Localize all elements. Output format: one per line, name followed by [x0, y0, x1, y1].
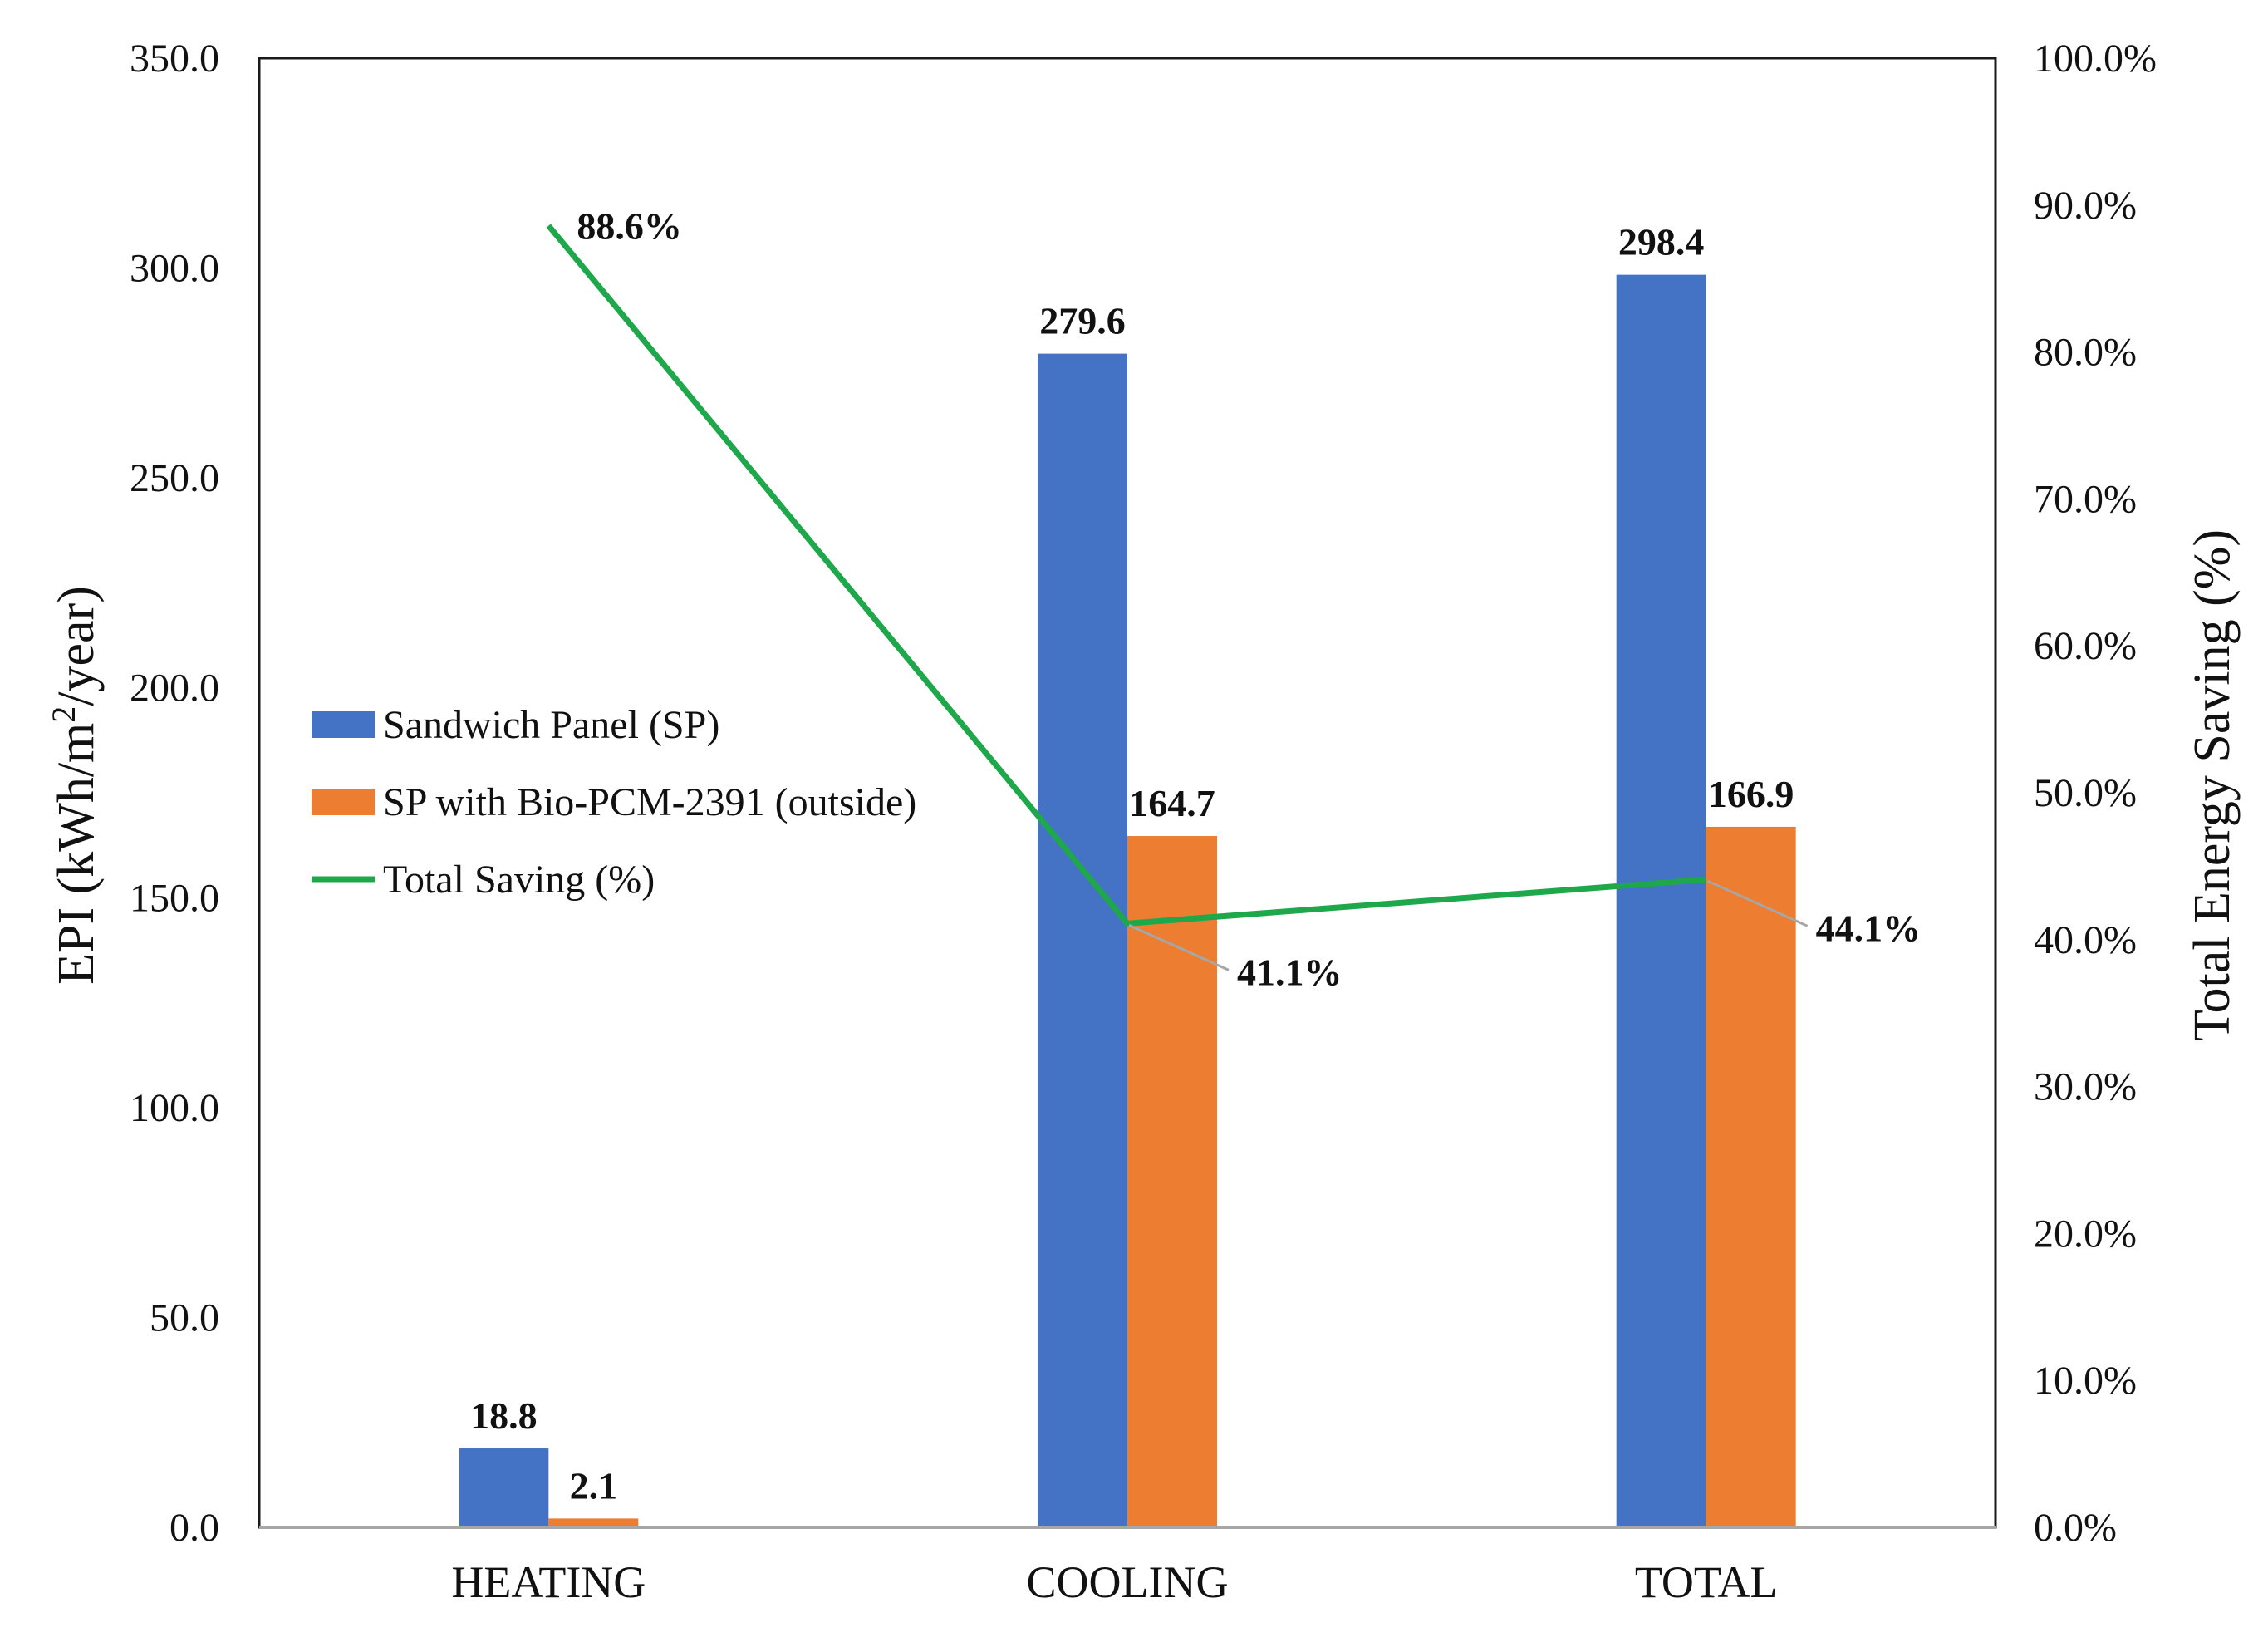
- y-left-tick-label: 100.0: [130, 1086, 219, 1130]
- bar-value-label: 18.8: [470, 1394, 538, 1437]
- line-layer: [546, 224, 1809, 971]
- data-label-leader-line: [1128, 923, 1230, 971]
- legend-swatch-1: [312, 789, 375, 815]
- bar-sp-cooling: [1038, 353, 1127, 1527]
- bars-layer: [459, 274, 1796, 1528]
- bar-sp-bio-pcm-total: [1706, 826, 1796, 1527]
- y-left-title-main: EPI (kWh/m: [48, 723, 105, 985]
- y-right-tick-label: 70.0%: [2034, 477, 2137, 521]
- x-category-label: HEATING: [451, 1557, 646, 1607]
- legend-label-1: SP with Bio-PCM-2391 (outside): [383, 780, 916, 824]
- y-left-tick-label: 150.0: [130, 876, 219, 920]
- y-right-tick-label: 10.0%: [2034, 1359, 2137, 1403]
- bar-value-label: 166.9: [1708, 773, 1794, 815]
- y-left-tick-label: 200.0: [130, 666, 219, 710]
- bar-value-label: 298.4: [1618, 221, 1705, 263]
- y-left-tick-label: 250.0: [130, 456, 219, 500]
- legend-label-0: Sandwich Panel (SP): [383, 703, 719, 747]
- bar-sp-total: [1616, 274, 1706, 1528]
- y-right-tick-label: 0.0%: [2034, 1506, 2117, 1550]
- y-left-tick-label: 50.0: [150, 1296, 219, 1340]
- y-right-tick-label: 50.0%: [2034, 771, 2137, 815]
- y-left-title-tail: /year): [48, 586, 105, 706]
- legend-swatch-0: [312, 711, 375, 738]
- bar-sp-heating: [459, 1448, 549, 1527]
- y-left-tick-label: 300.0: [130, 247, 219, 291]
- y-right-tick-label: 80.0%: [2034, 331, 2137, 375]
- y-right-tick-label: 100.0%: [2034, 37, 2157, 81]
- legend: Sandwich Panel (SP) SP with Bio-PCM-2391 …: [312, 703, 916, 902]
- legend-label-2: Total Saving (%): [383, 858, 655, 902]
- y-right-axis-title: Total Energy Saving (%): [2184, 529, 2241, 1041]
- y-right-tick-label: 60.0%: [2034, 624, 2137, 668]
- axes-layer: 0.0 50.0 100.0 150.0 200.0 250.0 300.0 350.0 0.0…: [130, 37, 2157, 1607]
- line-value-label: 41.1%: [1237, 951, 1343, 993]
- bar-value-label: 279.6: [1039, 300, 1126, 342]
- y-right-tick-label: 30.0%: [2034, 1065, 2137, 1109]
- bar-sp-bio-pcm-cooling: [1127, 836, 1217, 1527]
- y-left-tick-label: 0.0: [169, 1506, 219, 1550]
- y-left-title-superscript: 2: [45, 706, 82, 723]
- y-right-tick-label: 20.0%: [2034, 1212, 2137, 1256]
- bar-sp-bio-pcm-heating: [548, 1518, 639, 1527]
- bar-value-label: 2.1: [570, 1464, 618, 1507]
- y-right-tick-label: 40.0%: [2034, 918, 2137, 962]
- y-left-axis-title: EPI (kWh/m2/year): [45, 586, 105, 985]
- y-right-tick-label: 90.0%: [2034, 184, 2137, 228]
- line-value-label: 44.1%: [1816, 907, 1922, 949]
- bar-value-label: 164.7: [1129, 782, 1215, 824]
- line-value-label: 88.6%: [577, 205, 682, 248]
- data-label-leader-line: [1707, 879, 1809, 927]
- data-labels-layer: 18.8 279.6 298.4 2.1 164.7 166.9 88.6% 41.1% 44.…: [470, 205, 1921, 1507]
- x-category-label: COOLING: [1027, 1557, 1229, 1607]
- x-category-label: TOTAL: [1635, 1557, 1778, 1607]
- y-left-tick-label: 350.0: [130, 37, 219, 81]
